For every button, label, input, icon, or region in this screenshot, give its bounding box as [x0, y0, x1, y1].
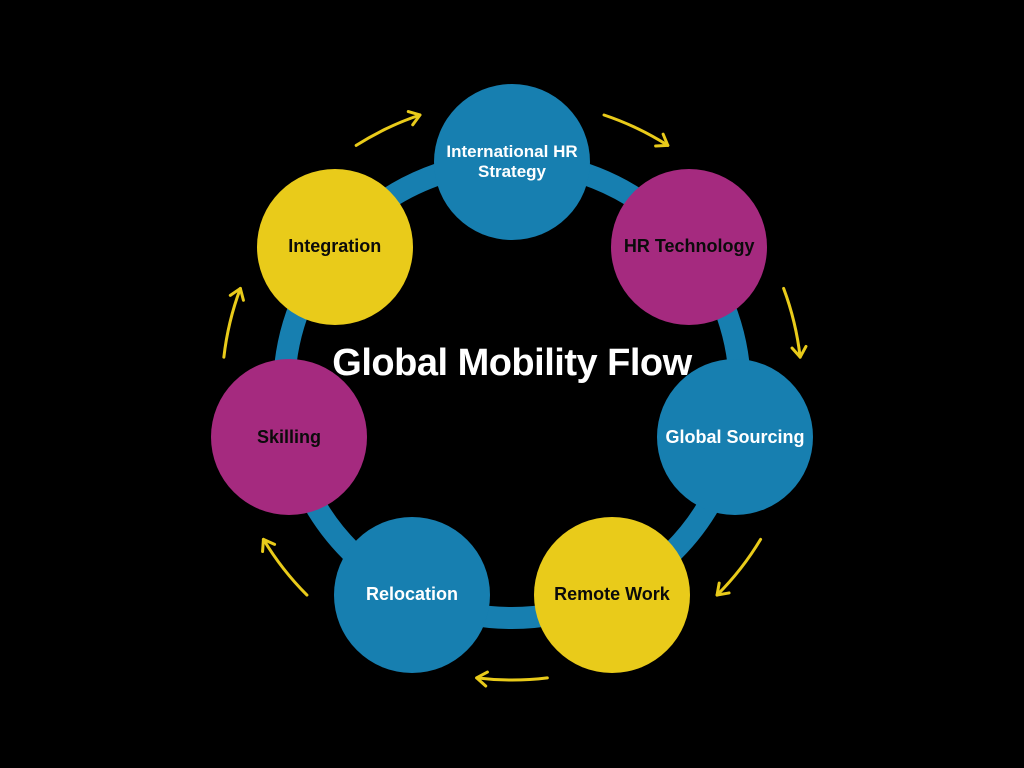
flow-arrow-head [408, 112, 420, 125]
flow-arrow-arc [477, 678, 548, 680]
flow-arrow-head [477, 672, 488, 686]
node-hr-technology: HR Technology [611, 169, 767, 325]
flow-arrow-head [656, 134, 668, 146]
flow-arrow-head [263, 539, 275, 551]
diagram-stage: Global Mobility Flow International HR St… [0, 0, 1024, 768]
node-integration: Integration [257, 169, 413, 325]
node-intl-hr-strategy: International HR Strategy [434, 84, 590, 240]
node-label: Global Sourcing [666, 427, 805, 449]
node-relocation: Relocation [334, 517, 490, 673]
flow-arrow-arc [717, 539, 761, 595]
node-label: Remote Work [554, 584, 670, 606]
flow-arrow-arc [356, 115, 420, 145]
center-title: Global Mobility Flow [332, 342, 692, 386]
flow-arrow-arc [784, 288, 801, 357]
node-remote-work: Remote Work [534, 517, 690, 673]
flow-arrow-head [792, 346, 806, 357]
node-label: Integration [288, 236, 381, 258]
node-label: Relocation [366, 584, 458, 606]
flow-arrow-arc [224, 288, 241, 357]
flow-arrow-arc [263, 539, 307, 595]
node-label: Skilling [257, 427, 321, 449]
node-skilling: Skilling [211, 359, 367, 515]
node-global-sourcing: Global Sourcing [657, 359, 813, 515]
node-label: HR Technology [624, 236, 755, 258]
flow-arrow-arc [604, 115, 668, 145]
node-label: International HR Strategy [442, 142, 582, 183]
flow-arrow-head [717, 583, 729, 595]
flow-arrow-head [230, 288, 243, 300]
center-title-text: Global Mobility Flow [332, 342, 691, 384]
